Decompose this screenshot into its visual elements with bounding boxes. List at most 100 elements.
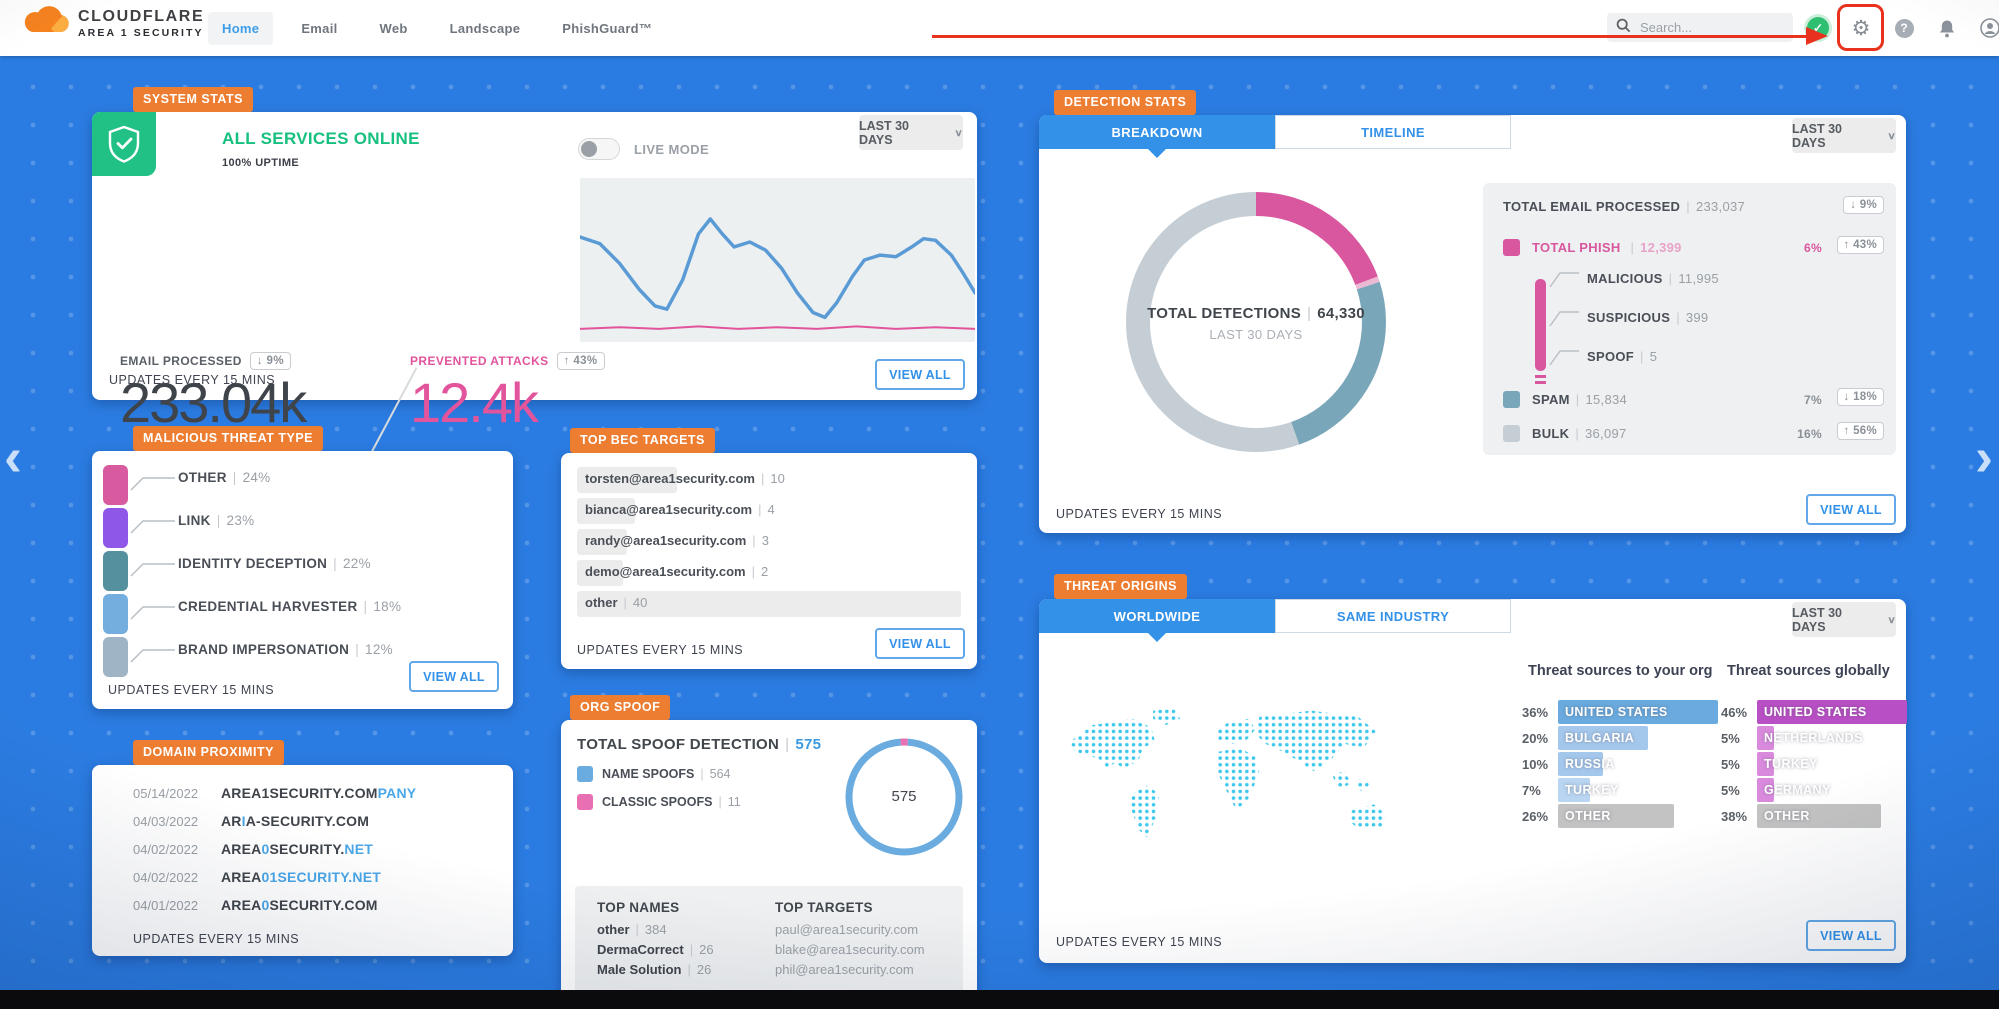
threat-origin-tabs: WORLDWIDE SAME INDUSTRY [1039,599,1511,633]
connector-line [1549,350,1579,366]
view-all-button[interactable]: VIEW ALL [875,359,965,390]
threat-source-pct: 5% [1721,756,1740,772]
chevron-down-icon: ∨ [1887,129,1896,142]
threat-source-bar: UNITED STATES [1558,700,1718,724]
domain-name: AREA1SECURITY.COMPANY [221,785,417,801]
phish-swatch [1503,239,1520,256]
detection-tabs: BREAKDOWN TIMELINE [1039,115,1511,149]
active-tab-pointer [1148,149,1166,158]
settings-gear-icon[interactable]: ⚙ [1851,16,1871,40]
activity-sparkline-chart [578,178,977,342]
nav-tab-landscape[interactable]: Landscape [449,20,521,36]
nav-tab-home[interactable]: Home [208,11,274,45]
bec-target-row[interactable]: other | 40 [577,591,961,617]
connector-line [130,649,175,663]
threat-source-country: NETHERLANDS [1764,731,1863,745]
domain-name: AREA01SECURITY.NET [221,869,381,885]
threat-source-pct: 5% [1721,782,1740,798]
threat-source-row: 10% RUSSIA [1522,751,1718,777]
global-threat-table: 46% UNITED STATES 5% NETHERLANDS 5% TURK… [1721,699,1907,829]
top-target-row: blake@area1security.com [775,942,925,957]
threat-source-bar: OTHER [1757,804,1881,828]
threat-source-pct: 10% [1522,756,1549,772]
active-tab-pointer [1148,633,1166,642]
bec-target: bianca@area1security.com | 4 [585,502,775,517]
view-all-button[interactable]: VIEW ALL [875,628,965,659]
domain-list: 05/14/2022 AREA1SECURITY.COMPANY 04/03/2… [92,779,513,919]
card-badge: MALICIOUS THREAT TYPE [133,426,323,451]
help-icon[interactable]: ? [1892,16,1916,40]
bec-target-row[interactable]: randy@area1security.com | 3 [577,529,961,555]
card-badge: DETECTION STATS [1054,90,1197,115]
domain-row[interactable]: 04/03/2022 ARIA-SECURITY.COM [92,807,513,835]
total-spoof-value: 575 [795,736,822,753]
range-dropdown[interactable]: LAST 30 DAYS ∨ [859,115,963,150]
uptime-label: 100% UPTIME [222,157,300,169]
threat-origins-card: THREAT ORIGINS WORLDWIDE SAME INDUSTRY LA… [1039,574,1907,963]
connector-line [130,606,175,620]
delta-badge: ↓ 18% [1836,388,1884,406]
detection-tab-breakdown[interactable]: BREAKDOWN [1039,115,1275,149]
connector-line [1549,311,1579,327]
threat-source-bar: TURKEY [1558,778,1618,802]
detection-tab-timeline[interactable]: TIMELINE [1275,115,1511,149]
metric-label: PREVENTED ATTACKS ↑ 43% [410,352,605,370]
bec-target-row[interactable]: bianca@area1security.com | 4 [577,498,961,524]
account-icon[interactable] [1978,16,1999,40]
nav-tab-web[interactable]: Web [379,20,408,36]
origin-tab-worldwide[interactable]: WORLDWIDE [1039,599,1275,633]
phish-child-row: SPOOF | 5 [1587,349,1658,364]
search-input[interactable] [1638,19,1768,36]
threat-source-pct: 46% [1721,704,1748,720]
top-target-row: paul@area1security.com [775,922,919,937]
bec-target-row[interactable]: demo@area1security.com | 2 [577,560,961,586]
domain-row[interactable]: 04/02/2022 AREA01SECURITY.NET [92,863,513,891]
view-all-button[interactable]: VIEW ALL [409,661,499,692]
threat-source-country: BULGARIA [1565,731,1635,745]
live-mode-toggle[interactable] [578,138,620,160]
top-name-row: DermaCorrect | 26 [597,942,714,957]
threat-source-pct: 20% [1522,730,1549,746]
annotation-arrow-line [932,35,1810,38]
threat-type-label: BRAND IMPERSONATION | 12% [178,642,393,657]
delta-badge: ↑ 43% [556,352,605,370]
connector-line [1549,272,1579,288]
range-dropdown[interactable]: LAST 30 DAYS ∨ [1792,602,1896,637]
top-bec-targets-card: TOP BEC TARGETS torsten@area1security.co… [561,428,977,669]
view-all-button[interactable]: VIEW ALL [1806,920,1896,951]
phish-child-row: MALICIOUS | 11,995 [1587,271,1719,286]
view-all-button[interactable]: VIEW ALL [1806,494,1896,525]
brand-title: CLOUDFLARE [78,8,205,25]
live-mode-label: LIVE MODE [634,142,710,157]
column-header: TOP NAMES [597,900,680,915]
threat-type-label: CREDENTIAL HARVESTER | 18% [178,599,402,614]
phish-bar-sliver [1535,381,1546,384]
nav-tab-email[interactable]: Email [301,20,338,36]
carousel-left-arrow[interactable]: ‹ [4,427,22,487]
domain-row[interactable]: 05/14/2022 AREA1SECURITY.COMPANY [92,779,513,807]
bec-target-row[interactable]: torsten@area1security.com | 10 [577,467,961,493]
threat-source-pct: 38% [1721,808,1748,824]
threat-source-row: 5% GERMANY [1721,777,1907,803]
range-dropdown[interactable]: LAST 30 DAYS ∨ [1792,118,1896,153]
notifications-bell-icon[interactable] [1935,16,1959,40]
legend-label: NAME SPOOFS | 564 [602,767,731,781]
domain-row[interactable]: 04/02/2022 AREA0SECURITY.NET [92,835,513,863]
domain-name: AREA0SECURITY.COM [221,897,378,913]
brand-text: CLOUDFLARE AREA 1 SECURITY [78,8,204,39]
threat-source-bar: OTHER [1558,804,1674,828]
status-shield-icon [92,112,156,176]
nav-tab-phishguard[interactable]: PhishGuard™ [562,20,653,36]
connector-line [130,520,175,534]
bec-bar [577,498,635,524]
phish-bar-sliver [1535,375,1546,378]
threat-source-row: 5% NETHERLANDS [1721,725,1907,751]
bottom-letterbox [0,990,1999,1009]
domain-row[interactable]: 04/01/2022 AREA0SECURITY.COM [92,891,513,919]
threat-source-country: UNITED STATES [1565,705,1668,719]
carousel-right-arrow[interactable]: › [1975,427,1993,487]
annotation-highlight-box [1837,4,1884,51]
origin-tab-sameindustry[interactable]: SAME INDUSTRY [1275,599,1511,633]
domain-name: ARIA-SECURITY.COM [221,813,370,829]
threat-type-swatch [103,551,128,591]
